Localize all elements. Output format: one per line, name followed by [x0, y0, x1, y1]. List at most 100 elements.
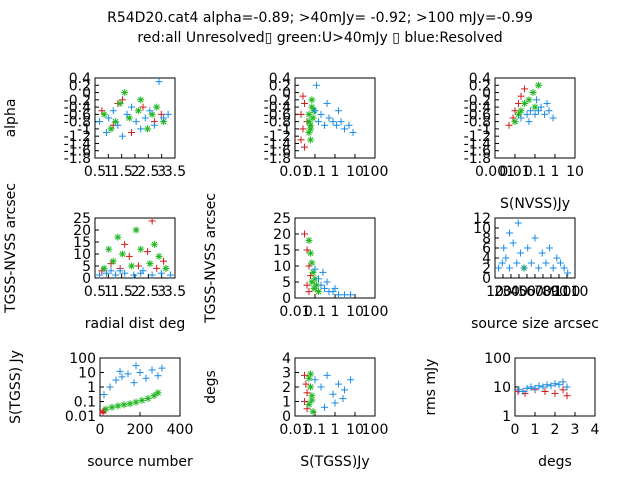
x-tick-label: 0.1 [304, 164, 326, 180]
point-blue [118, 373, 126, 381]
point-blue [513, 259, 521, 267]
y-tick-label: -1.2 [464, 129, 491, 145]
point-blue [321, 284, 329, 292]
y-tick-label: 12 [473, 211, 491, 227]
y-tick-label: -0.8 [464, 115, 491, 131]
point-blue [495, 264, 503, 272]
y-tick-label: 0.2 [469, 78, 491, 94]
x-tick-label: 0.01 [279, 164, 310, 180]
point-blue [556, 259, 564, 267]
point-green [307, 370, 315, 378]
y-axis-label: TGSS-NVSS arcsec [203, 193, 219, 324]
y-tick-label: 3 [282, 366, 291, 382]
point-red [144, 248, 152, 256]
y-tick-label: -1.8 [264, 151, 291, 167]
y-tick-label: 0.1 [74, 395, 96, 411]
point-green [160, 118, 168, 126]
x-tick-label: 0.1 [304, 422, 326, 438]
x-tick-label: 0 [511, 422, 520, 438]
point-blue [335, 380, 343, 388]
point-green [305, 400, 313, 408]
point-green [308, 103, 316, 111]
point-blue [100, 391, 108, 399]
point-green [114, 233, 122, 241]
point-blue [141, 114, 149, 122]
point-green [307, 383, 315, 391]
point-blue [157, 269, 165, 277]
x-tick-label: 20 [494, 284, 512, 300]
point-blue [506, 229, 514, 237]
y-tick-label: 4 [482, 251, 491, 267]
point-green [137, 245, 145, 253]
y-tick-label: -0.6 [264, 107, 291, 123]
point-red [517, 92, 525, 100]
point-blue [114, 121, 122, 129]
y-tick-label: -0.4 [64, 100, 91, 116]
point-green [308, 96, 316, 104]
point-blue [514, 219, 522, 227]
point-blue [112, 271, 120, 279]
y-tick-label: 0 [282, 86, 291, 102]
point-blue [96, 271, 104, 279]
x-tick-label: 10 [346, 422, 364, 438]
point-green [531, 103, 539, 111]
y-tick-label: 0 [482, 271, 491, 287]
point-blue [519, 387, 527, 395]
point-blue [564, 269, 572, 277]
y-tick-label: 2 [482, 261, 491, 277]
point-blue [527, 259, 535, 267]
point-blue [549, 264, 557, 272]
point-red [134, 262, 142, 270]
y-tick-label: 20 [73, 223, 91, 239]
x-tick-label: 3 [157, 284, 166, 300]
y-tick-label: 6 [482, 241, 491, 257]
y-tick-label: 15 [273, 243, 291, 259]
x-tick-label: 1.5 [111, 164, 133, 180]
x-tick-label: 3 [157, 164, 166, 180]
y-tick-label: -0.8 [64, 115, 91, 131]
y-tick-label: -1.4 [64, 136, 91, 152]
point-blue [516, 249, 524, 257]
x-tick-label: 1 [104, 164, 113, 180]
x-tick-label: 110 [562, 284, 589, 300]
point-blue [112, 376, 120, 384]
point-blue [527, 107, 535, 115]
x-tick-label: 70 [534, 284, 552, 300]
point-blue [341, 291, 349, 299]
y-tick-label: -1.6 [264, 144, 291, 160]
y-tick-label: -1 [277, 122, 291, 138]
point-blue [331, 399, 339, 407]
point-blue [102, 269, 110, 277]
point-green [305, 110, 313, 118]
point-green [121, 89, 129, 97]
y-tick-label: 0 [82, 86, 91, 102]
y-tick-label: -1.4 [464, 136, 491, 152]
y-tick-label: 100 [69, 351, 96, 367]
x-tick-label: 1 [551, 164, 560, 180]
point-blue [509, 239, 517, 247]
point-green [116, 99, 124, 107]
y-tick-label: 1 [502, 409, 511, 425]
point-green [153, 103, 161, 111]
y-tick-label: 20 [273, 227, 291, 243]
subplot-p1: 0.40.20-0.2-0.4-0.6-0.8-1-1.2-1.4-1.6-1.… [3, 71, 186, 180]
point-blue [166, 271, 174, 279]
x-tick-label: 60 [526, 284, 544, 300]
point-green [107, 125, 115, 133]
point-red [118, 96, 126, 104]
point-blue [543, 99, 551, 107]
x-tick-label: 400 [167, 422, 194, 438]
point-blue [535, 107, 543, 115]
plot-frame [294, 77, 376, 159]
y-tick-label: -1.4 [264, 136, 291, 152]
y-tick-label: -1.6 [64, 144, 91, 160]
point-green [100, 264, 108, 272]
point-blue [541, 110, 549, 118]
point-blue [323, 99, 331, 107]
point-red [157, 110, 165, 118]
point-green [305, 118, 313, 126]
point-blue [524, 244, 532, 252]
point-green [102, 405, 110, 413]
point-green [154, 389, 162, 397]
x-tick-label: 100 [362, 164, 389, 180]
